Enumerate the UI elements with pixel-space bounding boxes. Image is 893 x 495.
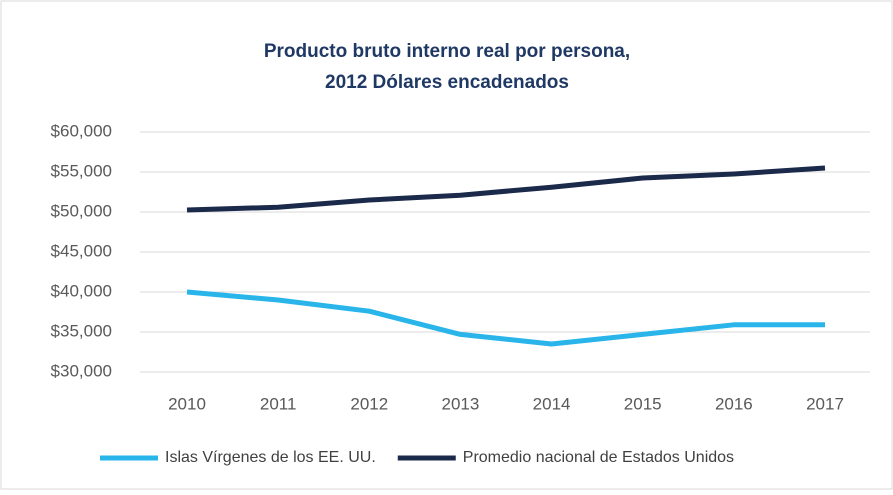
y-tick-label: $30,000 [51, 361, 112, 380]
x-tick-label: 2013 [442, 394, 480, 413]
x-tick-label: 2017 [806, 394, 844, 413]
legend-label: Promedio nacional de Estados Unidos [463, 449, 734, 466]
x-tick-label: 2015 [624, 394, 662, 413]
x-tick-label: 2016 [715, 394, 753, 413]
y-tick-label: $45,000 [51, 241, 112, 260]
legend-label: Islas Vírgenes de los EE. UU. [165, 449, 376, 466]
y-tick-label: $35,000 [51, 321, 112, 340]
x-tick-label: 2011 [260, 394, 297, 413]
chart-title: 2012 Dólares encadenados [325, 72, 569, 93]
y-tick-label: $40,000 [51, 281, 112, 300]
y-tick-label: $55,000 [51, 161, 112, 180]
chart-title: Producto bruto interno real por persona, [264, 41, 630, 62]
data-line [186, 289, 825, 347]
x-tick-label: 2012 [350, 394, 388, 413]
y-tick-label: $50,000 [51, 201, 112, 220]
x-tick-label: 2014 [533, 394, 571, 413]
x-tick-label: 2010 [168, 394, 206, 413]
data-line [186, 165, 826, 213]
y-tick-label: $60,000 [51, 121, 112, 140]
